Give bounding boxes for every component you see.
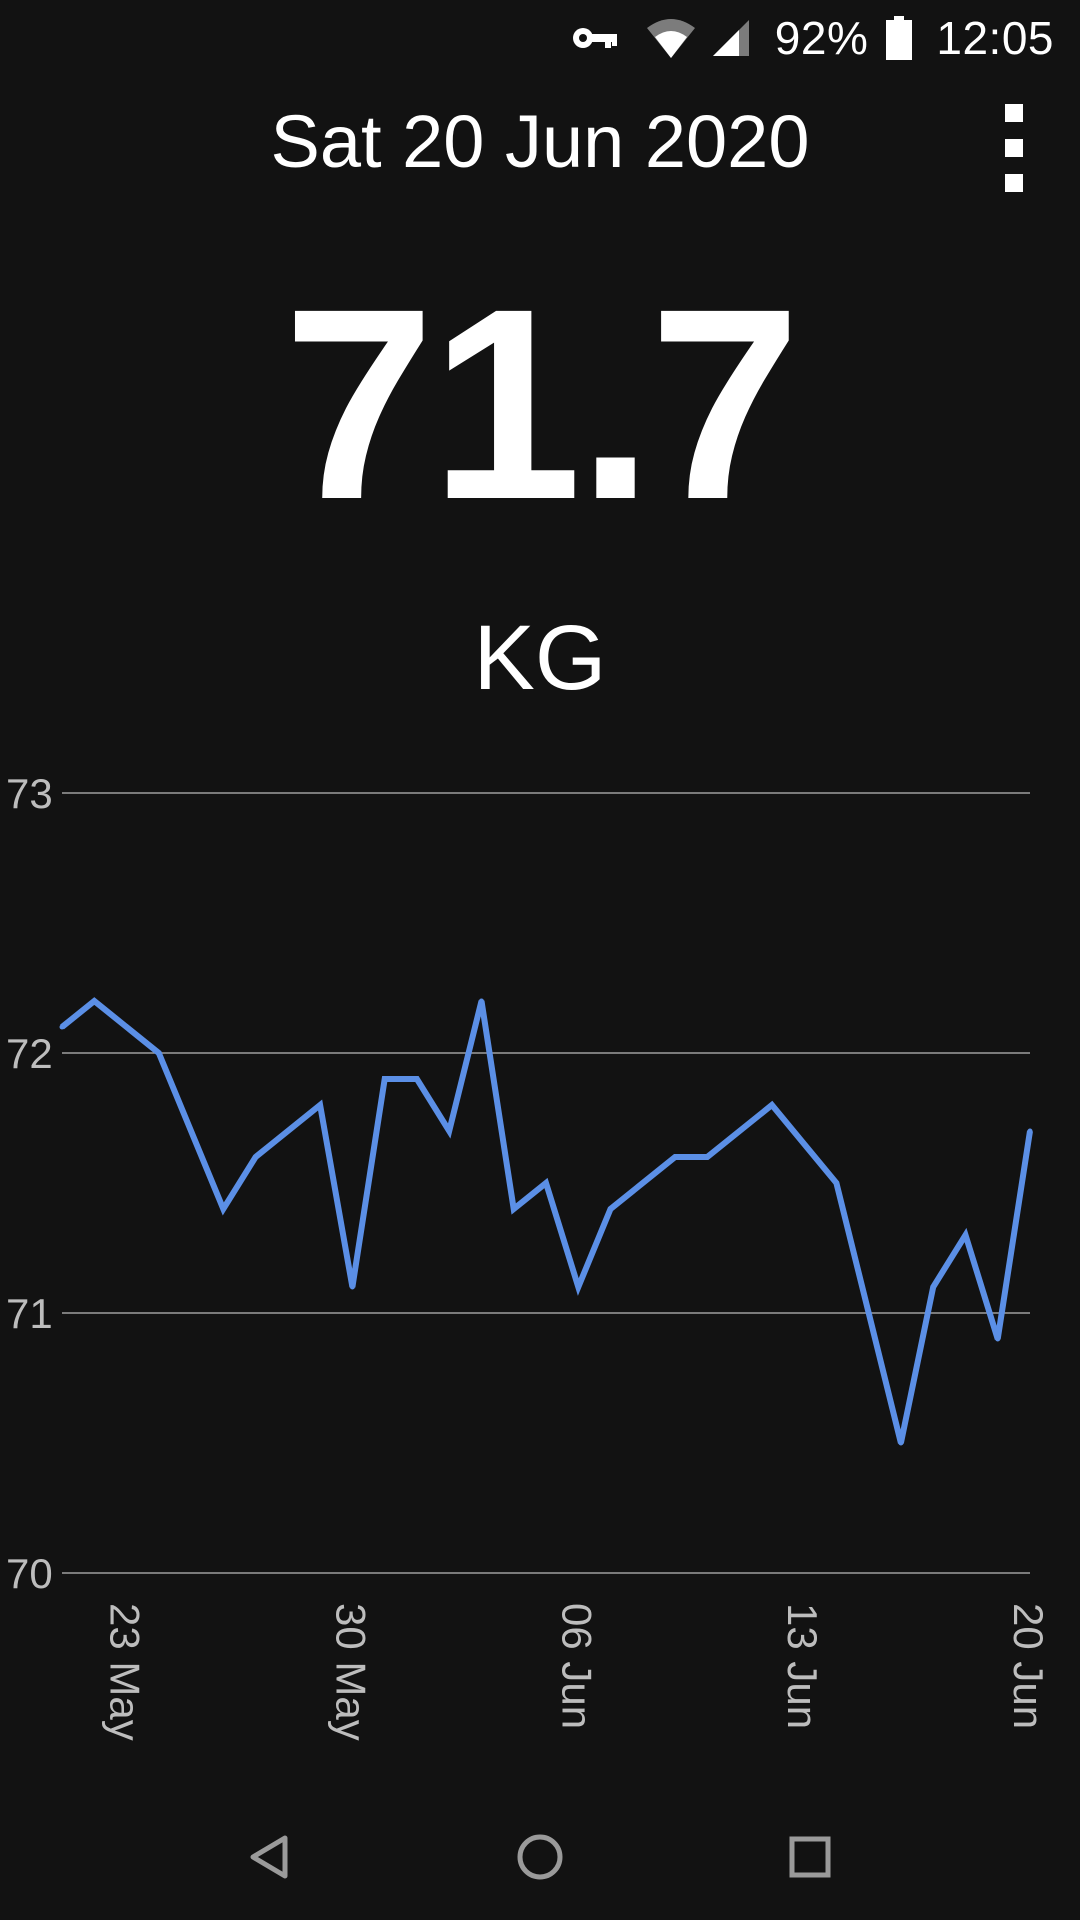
home-circle-icon: [517, 1834, 563, 1880]
data-point: [317, 1102, 323, 1108]
recents-button[interactable]: [755, 1802, 865, 1912]
status-icons: 92% 12:05: [571, 8, 1054, 68]
data-point: [672, 1154, 678, 1160]
data-point: [1027, 1128, 1033, 1134]
data-point: [930, 1284, 936, 1290]
x-tick-label: 23 May: [102, 1603, 149, 1741]
x-tick-label: 06 Jun: [553, 1603, 600, 1729]
home-button[interactable]: [485, 1802, 595, 1912]
data-point: [511, 1206, 517, 1212]
x-tick-label: 30 May: [327, 1603, 374, 1741]
y-tick-label: 70: [6, 1550, 53, 1597]
data-point: [382, 1076, 388, 1082]
weight-value: 71.7: [283, 252, 800, 556]
cellular-signal-icon: [711, 18, 751, 58]
recents-square-icon: [789, 1836, 831, 1878]
more-options-button[interactable]: [990, 104, 1038, 192]
data-point: [608, 1206, 614, 1212]
x-tick-label: 20 Jun: [1005, 1603, 1052, 1729]
y-tick-label: 72: [6, 1030, 53, 1077]
data-point: [543, 1180, 549, 1186]
data-point: [59, 1024, 65, 1030]
data-point: [446, 1128, 452, 1134]
data-point: [478, 998, 484, 1004]
data-point: [769, 1102, 775, 1108]
vpn-key-icon: [571, 23, 619, 53]
app-header: Sat 20 Jun 2020: [0, 88, 1080, 198]
more-vert-icon-dot: [1005, 139, 1023, 157]
more-vert-icon-dot: [1005, 174, 1023, 192]
data-point: [253, 1154, 259, 1160]
y-tick-label: 71: [6, 1290, 53, 1337]
status-time: 12:05: [936, 12, 1054, 64]
data-point: [962, 1232, 968, 1238]
selected-date[interactable]: Sat 20 Jun 2020: [270, 100, 810, 183]
data-point: [995, 1336, 1001, 1342]
back-button[interactable]: [215, 1802, 325, 1912]
weight-series-line: [60, 997, 1033, 1444]
data-point: [898, 1440, 904, 1446]
x-tick-label: 13 Jun: [779, 1603, 826, 1729]
data-point: [349, 1284, 355, 1290]
data-point: [220, 1206, 226, 1212]
battery-percent: 92%: [774, 12, 869, 64]
data-point: [866, 1310, 872, 1316]
data-point: [704, 1154, 710, 1160]
status-bar: 92% 12:05: [0, 0, 1080, 76]
data-point: [156, 1050, 162, 1056]
weight-unit: KG: [473, 607, 607, 709]
weight-chart-svg: 73 72 71 70 23 May 30 May 06 Jun 13 Jun 20 Jun: [6, 770, 1052, 1741]
navigation-bar: [0, 1788, 1080, 1920]
wifi-icon: [645, 16, 697, 60]
data-point: [575, 1284, 581, 1290]
battery-icon: [886, 16, 913, 60]
y-tick-label: 73: [6, 770, 53, 817]
data-point: [91, 998, 97, 1004]
weight-chart[interactable]: 73 72 71 70 23 May 30 May 06 Jun 13 Jun 20 Jun: [0, 760, 1080, 1780]
more-vert-icon: [1005, 104, 1023, 122]
data-point: [833, 1180, 839, 1186]
data-point: [414, 1076, 420, 1082]
back-triangle-icon: [250, 1835, 288, 1879]
